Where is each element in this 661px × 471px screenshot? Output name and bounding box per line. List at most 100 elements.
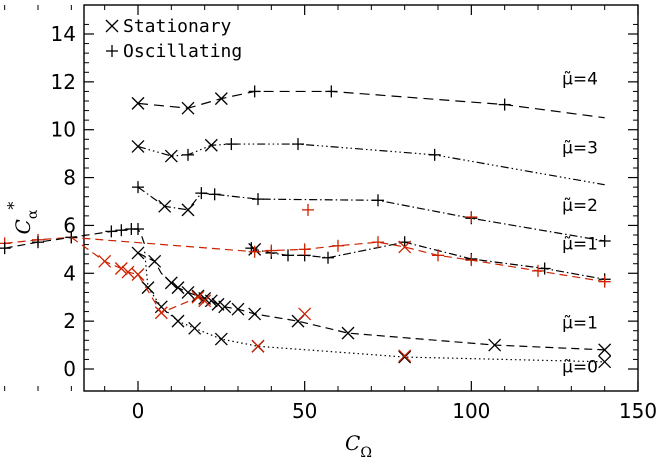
series-layer <box>0 85 612 369</box>
stationary-point <box>218 300 232 314</box>
stationary-point <box>598 355 612 369</box>
series-line <box>251 241 605 280</box>
y-tick-label: 2 <box>63 309 76 333</box>
plot-frame <box>83 4 639 392</box>
stationary-point <box>398 240 412 254</box>
stationary-point <box>211 297 225 311</box>
oscillating-point <box>208 188 221 201</box>
x-tick-label: 0 <box>132 399 145 423</box>
oscillating-point <box>372 194 384 207</box>
stationary-point <box>158 199 172 213</box>
stationary-point <box>204 138 218 152</box>
curve-label: μ̃=1 <box>562 313 598 333</box>
curve-label: μ̃=2 <box>562 196 598 216</box>
stationary-point <box>198 294 212 308</box>
curve-label: μ̃=0 <box>562 358 598 378</box>
axis-ticks: -5005010015002468101214 <box>4 5 657 423</box>
stationary-point <box>131 246 145 260</box>
stationary-point <box>251 339 265 353</box>
stationary-point <box>248 307 262 321</box>
oscillating-point <box>105 225 118 238</box>
oscillating-point <box>322 251 334 264</box>
legend-marker-plus <box>106 45 118 57</box>
oscillating-point <box>182 148 194 161</box>
curve-labels: μ̃=4 μ̃=3 μ̃=2 μ̃=1 μ̃=1 μ̃=0 <box>562 69 598 377</box>
oscillating-point <box>252 193 264 206</box>
series <box>70 236 212 320</box>
series <box>0 231 611 288</box>
series <box>132 181 611 247</box>
oscillating-point <box>498 98 511 111</box>
series <box>245 236 611 286</box>
stationary-point <box>114 262 128 275</box>
oscillating-point <box>432 249 444 262</box>
y-axis-label: Cα* <box>4 202 41 235</box>
y-tick-label: 10 <box>51 118 76 142</box>
stationary-point <box>191 290 205 304</box>
oscillating-point <box>248 85 261 98</box>
stationary-point <box>154 300 168 314</box>
oscillating-point <box>302 203 314 216</box>
legend-item-stationary: Stationary <box>105 16 232 37</box>
oscillating-point <box>132 181 144 194</box>
x-tick-label: 100 <box>452 399 490 423</box>
stationary-point <box>181 285 195 299</box>
stationary-point <box>341 326 355 340</box>
oscillating-point <box>598 275 611 288</box>
oscillating-point <box>598 234 611 247</box>
stationary-point <box>298 307 312 321</box>
stationary-point <box>148 254 162 268</box>
oscillating-point <box>115 224 128 237</box>
y-axis-label-sup: * <box>4 202 23 210</box>
svg-text:Cα*: Cα* <box>4 202 41 235</box>
y-axis-label-sub: α <box>25 209 41 219</box>
oscillating-point <box>132 223 144 236</box>
stationary-point <box>154 306 168 320</box>
x-tick-label: 150 <box>619 399 657 423</box>
oscillating-point <box>225 138 238 151</box>
series-line <box>137 186 605 242</box>
oscillating-point <box>0 242 11 255</box>
x-axis-label: CΩ <box>345 431 372 461</box>
legend-label-oscillating: Oscillating <box>123 41 242 62</box>
stationary-point <box>188 321 202 335</box>
y-tick-label: 8 <box>63 166 76 190</box>
legend: Stationary Oscillating <box>105 16 242 62</box>
oscillating-point <box>372 236 384 249</box>
oscillating-point <box>428 148 441 161</box>
stationary-point <box>231 302 245 316</box>
oscillating-point <box>465 254 478 267</box>
stationary-point <box>204 294 218 308</box>
y-tick-label: 6 <box>63 213 76 237</box>
stationary-point <box>131 140 145 153</box>
oscillating-point <box>538 262 551 275</box>
oscillating-point <box>195 187 208 200</box>
stationary-point <box>171 281 185 295</box>
stationary-point <box>98 254 112 268</box>
y-tick-label: 12 <box>51 70 76 94</box>
stationary-point <box>121 265 135 279</box>
oscillating-point <box>325 85 338 98</box>
stationary-point <box>141 281 155 295</box>
stationary-point <box>164 149 178 163</box>
oscillating-point <box>32 236 44 249</box>
legend-marker-x <box>105 19 119 33</box>
stationary-point <box>131 96 145 110</box>
series-line <box>144 251 605 363</box>
series <box>141 251 612 369</box>
stationary-point <box>181 101 195 115</box>
y-tick-label: 0 <box>63 357 76 381</box>
series <box>131 85 605 119</box>
stationary-point <box>164 276 178 290</box>
series-line <box>137 90 605 119</box>
stationary-point <box>171 314 185 328</box>
series <box>0 223 146 255</box>
series <box>131 138 605 186</box>
oscillating-point <box>248 245 261 258</box>
legend-x-marker <box>105 19 119 33</box>
oscillating-point <box>282 249 294 262</box>
series-line <box>70 236 205 314</box>
stationary-point <box>181 203 195 217</box>
curve-label: μ̃=4 <box>562 69 598 89</box>
